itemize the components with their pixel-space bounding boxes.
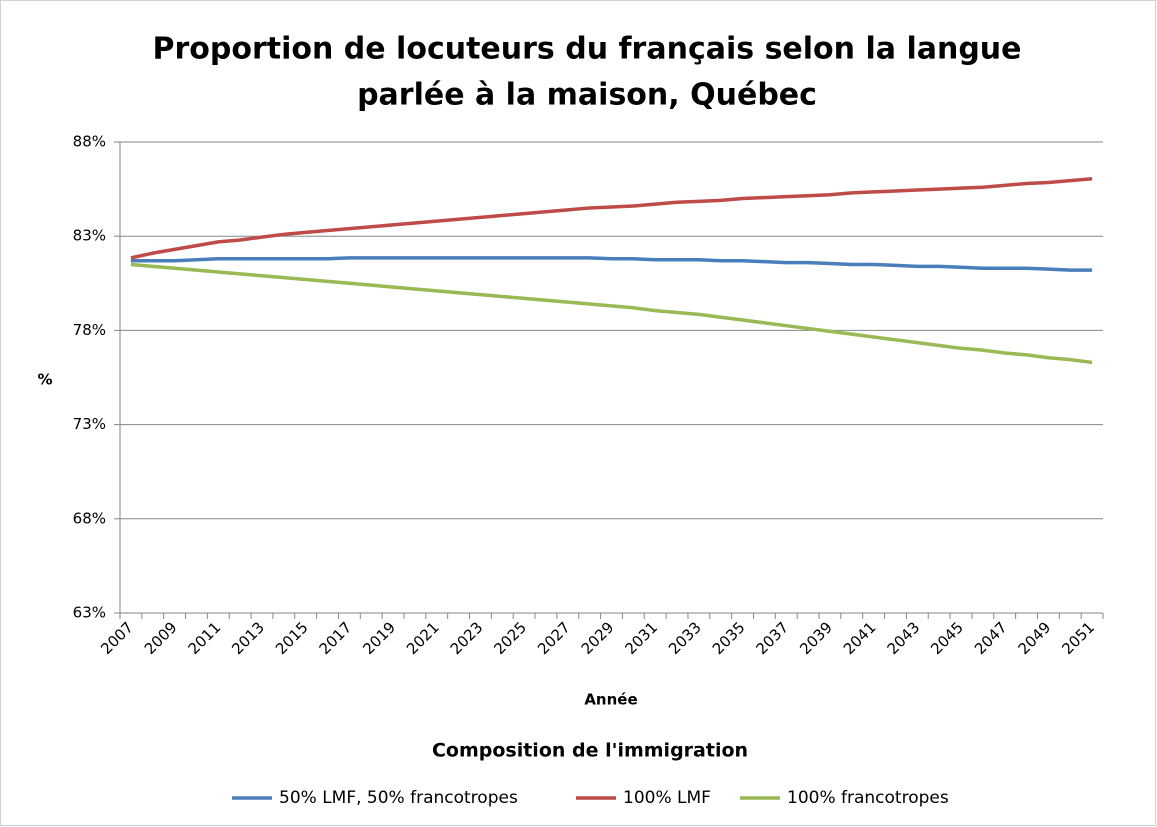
chart-title: Proportion de locuteurs du français selo… bbox=[152, 32, 1021, 67]
y-tick-label: 88% bbox=[73, 133, 106, 151]
y-tick-label: 73% bbox=[73, 415, 106, 433]
y-tick-label: 78% bbox=[73, 321, 106, 339]
y-tick-label: 83% bbox=[73, 227, 106, 245]
legend-title: Composition de l'immigration bbox=[432, 740, 748, 762]
legend-label: 100% LMF bbox=[623, 788, 711, 808]
legend-label: 50% LMF, 50% francotropes bbox=[279, 788, 518, 808]
legend-label: 100% francotropes bbox=[787, 788, 949, 808]
line-series bbox=[130, 262, 1093, 365]
x-axis-label: Année bbox=[584, 691, 637, 709]
y-tick-label: 63% bbox=[73, 604, 106, 622]
y-tick-label: 68% bbox=[73, 509, 106, 527]
chart-title: parlée à la maison, Québec bbox=[357, 78, 817, 113]
line-series bbox=[130, 176, 1093, 260]
y-axis-label: % bbox=[37, 371, 52, 389]
line-series bbox=[130, 256, 1093, 272]
